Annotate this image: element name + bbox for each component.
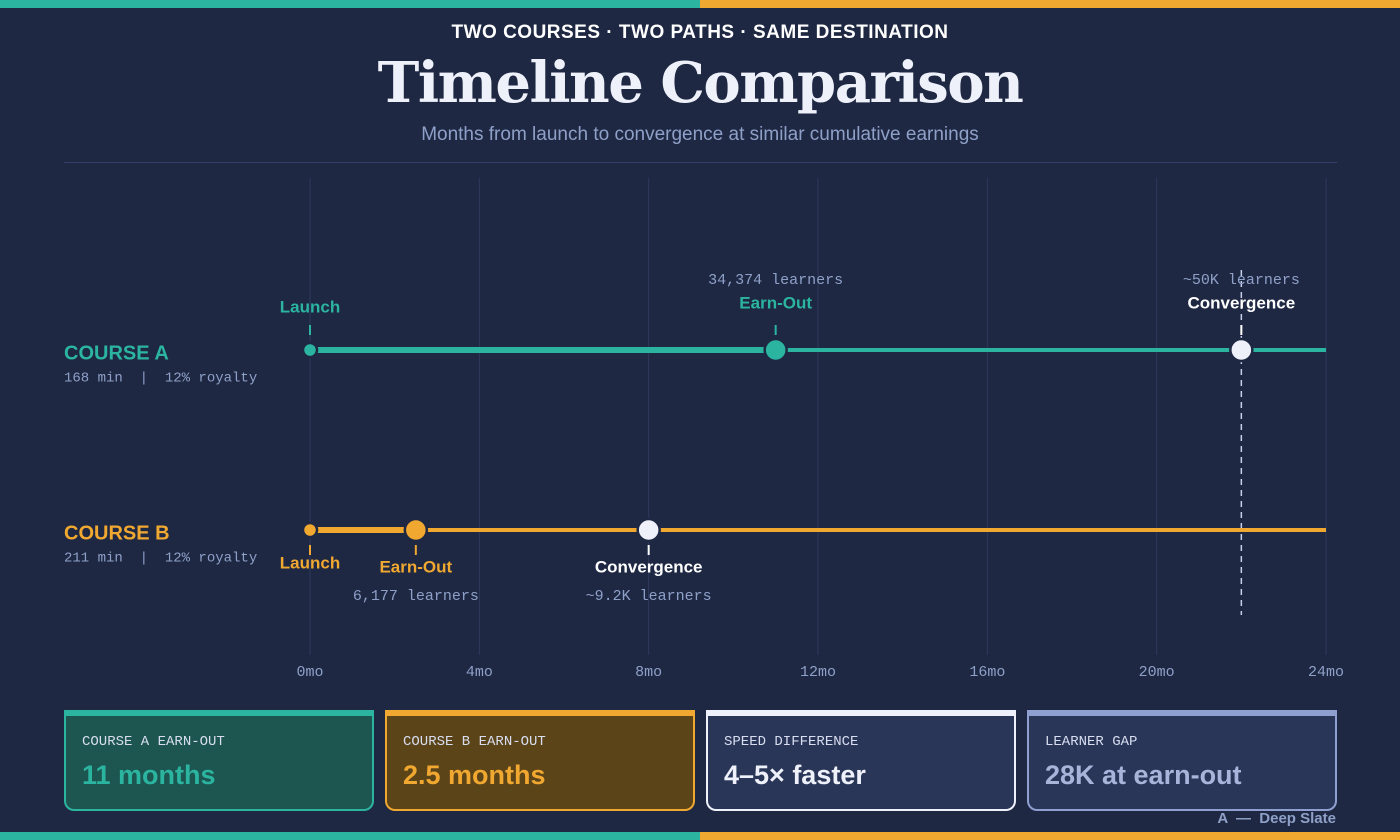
title: Timeline Comparison bbox=[377, 50, 1024, 116]
event-note: ~50K learners bbox=[1183, 272, 1300, 289]
card-label: COURSE A EARN-OUT bbox=[82, 734, 225, 750]
x-tick-label: 12mo bbox=[800, 664, 836, 681]
series-meta: 168 min | 12% royalty bbox=[64, 371, 257, 387]
x-tick-label: 8mo bbox=[635, 664, 662, 681]
event-label: Convergence bbox=[1187, 293, 1295, 312]
top-bar bbox=[0, 0, 1400, 8]
event-marker bbox=[403, 517, 429, 543]
event-note: 6,177 learners bbox=[353, 588, 479, 605]
divider bbox=[64, 162, 1337, 163]
event-note: 34,374 learners bbox=[708, 272, 843, 289]
event-marker bbox=[763, 337, 788, 363]
card-label: COURSE B EARN-OUT bbox=[403, 734, 546, 750]
event-label: Earn-Out bbox=[379, 557, 452, 576]
x-tick-label: 4mo bbox=[466, 664, 493, 681]
subtitle: Months from launch to convergence at sim… bbox=[421, 124, 979, 145]
kicker: TWO COURSES · TWO PATHS · SAME DESTINATI… bbox=[451, 22, 949, 43]
card-label: SPEED DIFFERENCE bbox=[724, 734, 859, 750]
card: SPEED DIFFERENCE 4–5× faster bbox=[706, 710, 1016, 811]
timeline-chart: 0mo 4mo 8mo 12mo 16mo 20mo 24mo COURSE A 168 min… bbox=[64, 178, 1344, 681]
card: COURSE A EARN-OUT 11 months bbox=[64, 710, 374, 811]
event-note: ~9.2K learners bbox=[586, 588, 712, 605]
x-tick-label: 16mo bbox=[969, 664, 1005, 681]
card-value: 11 months bbox=[82, 760, 216, 790]
card: LEARNER GAP 28K at earn-out bbox=[1027, 710, 1337, 811]
series-name: COURSE A bbox=[64, 342, 169, 364]
bottom-bar bbox=[0, 832, 1400, 840]
event-label: Launch bbox=[280, 297, 340, 316]
card-value: 2.5 months bbox=[403, 760, 546, 790]
series-name: COURSE B bbox=[64, 522, 170, 544]
event-label: Launch bbox=[280, 553, 340, 572]
x-tick-label: 20mo bbox=[1139, 664, 1175, 681]
event-marker bbox=[636, 517, 661, 543]
x-tick-label: 24mo bbox=[1308, 664, 1344, 681]
event-marker bbox=[1229, 337, 1254, 363]
x-tick-label: 0mo bbox=[296, 664, 323, 681]
card-value: 28K at earn-out bbox=[1045, 760, 1242, 790]
series-meta: 211 min | 12% royalty bbox=[64, 551, 257, 567]
footer: A — Deep Slate bbox=[1217, 810, 1336, 827]
event-marker bbox=[301, 341, 319, 359]
event-label: Earn-Out bbox=[739, 293, 812, 312]
card-value: 4–5× faster bbox=[724, 760, 866, 790]
event-marker bbox=[301, 521, 319, 539]
card: COURSE B EARN-OUT 2.5 months bbox=[385, 710, 695, 811]
card-label: LEARNER GAP bbox=[1045, 734, 1138, 750]
event-label: Convergence bbox=[595, 557, 703, 576]
